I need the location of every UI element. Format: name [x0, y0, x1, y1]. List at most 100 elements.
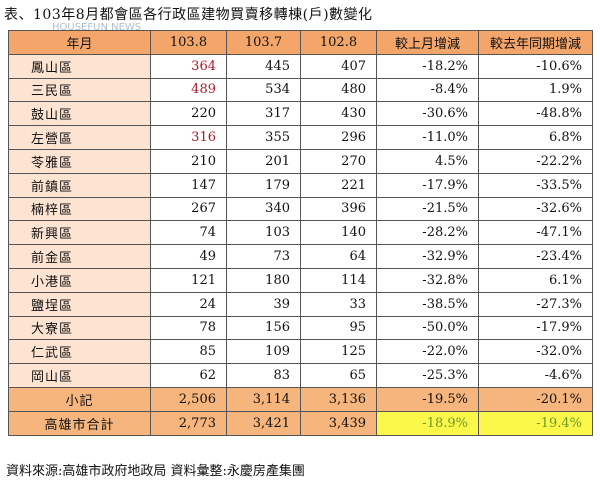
value-yoy: -32.6%	[478, 196, 593, 222]
value-102-8: 95	[300, 315, 377, 341]
watermark-logo: HOUSEFUN NEWS	[52, 22, 142, 33]
district-name: 鼓山區	[8, 101, 151, 127]
table-row: 小港區 121 180 114 -32.8% 6.1%	[8, 267, 593, 293]
value-103-7: 39	[226, 291, 301, 317]
col-header-period: 年月	[8, 30, 151, 55]
value-103-7: 180	[226, 267, 301, 293]
value-yoy: -48.8%	[478, 101, 593, 127]
value-yoy: -10.6%	[478, 53, 593, 79]
value-103-8: 210	[150, 148, 227, 174]
value-103-7: 201	[226, 148, 301, 174]
value-yoy: -17.9%	[478, 315, 593, 341]
district-name: 鳳山區	[8, 53, 151, 79]
subtotal-103-7: 3,114	[226, 386, 301, 412]
col-header-102-8: 102.8	[300, 30, 377, 55]
table-row: 楠梓區 267 340 396 -21.5% -32.6%	[8, 196, 593, 222]
value-mom: -25.3%	[376, 363, 479, 388]
value-103-8: 74	[150, 220, 227, 246]
value-102-8: 64	[300, 244, 377, 269]
value-mom: -32.8%	[376, 267, 479, 293]
value-102-8: 125	[300, 339, 377, 365]
value-yoy: 6.1%	[478, 267, 593, 293]
value-103-8: 78	[150, 315, 227, 341]
value-mom: -22.0%	[376, 339, 479, 365]
value-103-8: 121	[150, 267, 227, 293]
table-row: 鼓山區 220 317 430 -30.6% -48.8%	[8, 101, 593, 127]
subtotal-mom: -19.5%	[376, 386, 479, 412]
value-102-8: 430	[300, 101, 377, 127]
value-mom: -17.9%	[376, 172, 479, 198]
table-title: 表、103年8月都會區各行政區建物買賣移轉棟(戶)數變化	[4, 7, 373, 23]
table-row: 苓雅區 210 201 270 4.5% -22.2%	[8, 148, 593, 174]
total-row: 高雄市合計 2,773 3,421 3,439 -18.9% -19.4%	[8, 410, 593, 436]
value-102-8: 33	[300, 291, 377, 317]
value-mom: -50.0%	[376, 315, 479, 341]
col-header-103-7: 103.7	[226, 30, 301, 55]
value-103-7: 179	[226, 172, 301, 198]
value-103-8: 147	[150, 172, 227, 198]
value-103-7: 83	[226, 363, 301, 388]
district-name: 仁武區	[8, 339, 151, 365]
table-row: 前金區 49 73 64 -32.9% -23.4%	[8, 244, 593, 269]
header-row: 年月 103.8 103.7 102.8 較上月增減 較去年同期增減	[8, 30, 593, 55]
table-row: 左營區 316 355 296 -11.0% 6.8%	[8, 125, 593, 150]
value-mom: -38.5%	[376, 291, 479, 317]
value-mom: -21.5%	[376, 196, 479, 222]
district-name: 鹽埕區	[8, 291, 151, 317]
value-mom: -8.4%	[376, 77, 479, 103]
transfer-table: 年月 103.8 103.7 102.8 較上月增減 較去年同期增減 鳳山區 36…	[8, 30, 593, 436]
value-mom: -28.2%	[376, 220, 479, 246]
value-yoy: 6.8%	[478, 125, 593, 150]
value-mom: -30.6%	[376, 101, 479, 127]
value-103-7: 445	[226, 53, 301, 79]
value-yoy: -23.4%	[478, 244, 593, 269]
value-102-8: 407	[300, 53, 377, 79]
subtotal-label: 小記	[8, 386, 151, 412]
district-name: 前金區	[8, 244, 151, 269]
value-mom: -18.2%	[376, 53, 479, 79]
value-103-8: 220	[150, 101, 227, 127]
subtotal-yoy: -20.1%	[478, 386, 593, 412]
value-yoy: -22.2%	[478, 148, 593, 174]
table-row: 三民區 489 534 480 -8.4% 1.9%	[8, 77, 593, 103]
district-name: 岡山區	[8, 363, 151, 388]
total-103-8: 2,773	[150, 410, 227, 436]
table-row: 大寮區 78 156 95 -50.0% -17.9%	[8, 315, 593, 341]
col-header-yoy: 較去年同期增減	[478, 30, 593, 55]
subtotal-102-8: 3,136	[300, 386, 377, 412]
value-103-7: 340	[226, 196, 301, 222]
district-name: 三民區	[8, 77, 151, 103]
table-row: 鹽埕區 24 39 33 -38.5% -27.3%	[8, 291, 593, 317]
value-102-8: 221	[300, 172, 377, 198]
source-footer: 資料來源:高雄市政府地政局 資料彙整:永慶房產集團	[6, 464, 305, 479]
value-103-7: 156	[226, 315, 301, 341]
value-yoy: -33.5%	[478, 172, 593, 198]
value-103-8: 316	[150, 125, 227, 150]
value-yoy: -4.6%	[478, 363, 593, 388]
value-103-7: 73	[226, 244, 301, 269]
value-103-8: 85	[150, 339, 227, 365]
value-103-8: 24	[150, 291, 227, 317]
district-name: 苓雅區	[8, 148, 151, 174]
value-yoy: -47.1%	[478, 220, 593, 246]
district-name: 大寮區	[8, 315, 151, 341]
table-row: 新興區 74 103 140 -28.2% -47.1%	[8, 220, 593, 246]
table-row: 仁武區 85 109 125 -22.0% -32.0%	[8, 339, 593, 365]
value-mom: 4.5%	[376, 148, 479, 174]
total-mom: -18.9%	[376, 410, 479, 436]
value-102-8: 140	[300, 220, 377, 246]
col-header-103-8: 103.8	[150, 30, 227, 55]
table-body: 鳳山區 364 445 407 -18.2% -10.6% 三民區 489 534 480 -8.4…	[8, 53, 593, 388]
subtotal-row: 小記 2,506 3,114 3,136 -19.5% -20.1%	[8, 386, 593, 412]
total-103-7: 3,421	[226, 410, 301, 436]
value-103-8: 49	[150, 244, 227, 269]
value-yoy: -27.3%	[478, 291, 593, 317]
value-yoy: 1.9%	[478, 77, 593, 103]
value-102-8: 480	[300, 77, 377, 103]
value-103-8: 364	[150, 53, 227, 79]
value-103-8: 62	[150, 363, 227, 388]
value-mom: -32.9%	[376, 244, 479, 269]
value-102-8: 114	[300, 267, 377, 293]
value-103-7: 103	[226, 220, 301, 246]
value-102-8: 270	[300, 148, 377, 174]
